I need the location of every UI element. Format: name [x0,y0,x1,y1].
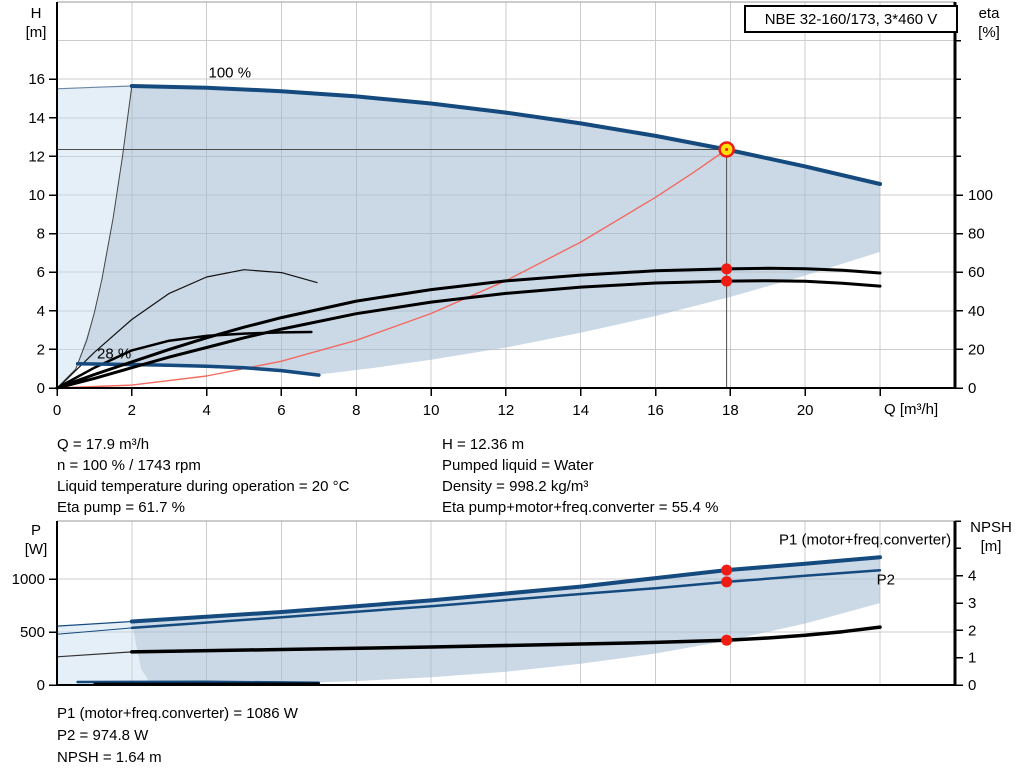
duty-dot-marker [721,634,733,646]
tick-label: 1000 [12,571,45,588]
info-line: P2 = 974.8 W [57,727,149,744]
tick-label: 20 [968,341,985,358]
tick-label: 16 [647,402,664,419]
info-line: n = 100 % / 1743 rpm [57,457,201,474]
eta-pump-curve [55,266,882,390]
p2-low-flow-segment [56,627,133,635]
tick-label: 2 [128,402,136,419]
tick-label: 14 [28,110,45,127]
tick-label: 1 [968,650,976,667]
tick-label: 4 [37,303,45,320]
info-line: Liquid temperature during operation = 20… [57,478,350,495]
duty-dot-marker [721,263,733,275]
tick-label: 2 [37,341,45,358]
tick-label: 18 [722,402,739,419]
curve-label: P2 [877,571,895,588]
p1-low-flow-segment [56,620,133,627]
info-line: NPSH = 1.64 m [57,749,162,766]
eta-arc-part-load [60,269,318,386]
info-line: Q = 17.9 m³/h [57,436,150,453]
tick-label: 4 [968,568,976,585]
max-speed-low-flow-segment [56,85,133,90]
tick-label: 0 [37,677,45,694]
tick-label: 100 [968,187,993,204]
power-envelope [131,557,881,685]
duty-point-center [725,147,729,151]
curve-label: 28 % [97,346,131,363]
curve-label: 100 % [209,64,252,81]
pump-title-box: NBE 32-160/173, 3*460 V [744,5,958,33]
tick-label: 0 [37,380,45,397]
duty-info-right: H = 12.36 m Pumped liquid = Water Densit… [442,434,718,518]
system-curve [56,148,728,389]
info-line: Eta pump = 61.7 % [57,499,185,516]
duty-envelope [77,86,881,375]
tick-label: 3 [968,595,976,612]
info-line: P1 (motor+freq.converter) = 1086 W [57,705,298,722]
p1-curve [129,555,882,624]
tick-label: 40 [968,303,985,320]
npsh-axis-label: NPSH [m] [970,519,1012,555]
pump-title: NBE 32-160/173, 3*460 V [764,10,938,28]
min-speed-power-line [76,680,321,684]
min-speed-curve [75,361,321,377]
duty-dot-marker [721,275,733,287]
tick-label: 0 [53,402,61,419]
low-flow-region [57,86,132,388]
eta-total-curve [55,279,882,390]
npsh-curve [130,625,882,654]
info-line: Density = 998.2 kg/m³ [442,478,589,495]
p-axis-label: P [W] [24,522,48,558]
tick-label: 60 [968,264,985,281]
tick-label: 6 [277,402,285,419]
tick-label: 500 [20,624,45,641]
duty-dot-marker [721,564,733,576]
duty-dot-marker [721,576,733,588]
h-axis-label: H [m] [25,5,47,41]
tick-label: 10 [28,187,45,204]
tick-label: 8 [37,226,45,243]
info-line: Eta pump+motor+freq.converter = 55.4 % [442,499,719,516]
tick-label: 2 [968,622,976,639]
tick-label: 16 [28,71,45,88]
eta-axis-label: eta [%] [978,5,1000,41]
info-line: Pumped liquid = Water [442,457,594,474]
p2-curve [130,568,882,630]
tick-label: 0 [968,380,976,397]
npsh-low-flow-segment [56,651,133,658]
curve-label: P1 (motor+freq.converter) [779,531,951,548]
duty-info-left: Q = 17.9 m³/h n = 100 % / 1743 rpm Liqui… [57,434,349,518]
tick-label: 12 [498,402,515,419]
tick-label: 6 [37,264,45,281]
tick-label: 4 [202,402,210,419]
tick-label: 20 [797,402,814,419]
tick-label: 14 [572,402,589,419]
power-info: P1 (motor+freq.converter) = 1086 W P2 = … [57,703,298,769]
tick-label: 8 [352,402,360,419]
tick-label: 80 [968,226,985,243]
q-axis-label: Q [m³/h] [884,401,939,418]
max-speed-curve [129,84,882,186]
info-line: H = 12.36 m [442,436,525,453]
tick-label: 0 [968,677,976,694]
tick-label: 10 [423,402,440,419]
tick-label: 12 [28,148,45,165]
